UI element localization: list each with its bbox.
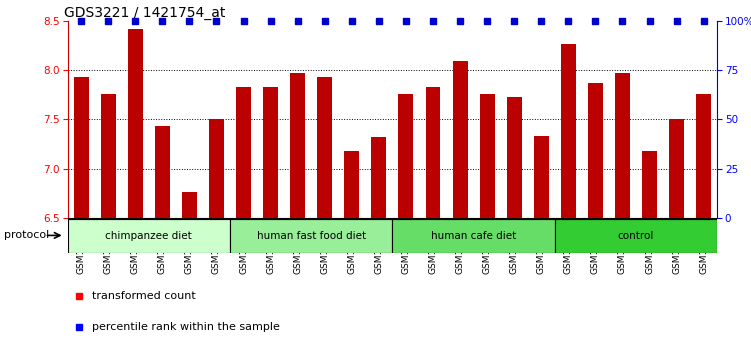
Bar bbox=[480, 94, 495, 218]
Bar bbox=[128, 29, 143, 218]
Bar bbox=[453, 61, 468, 218]
Bar bbox=[615, 73, 630, 218]
Bar bbox=[236, 87, 251, 218]
Bar bbox=[588, 83, 603, 218]
Bar bbox=[642, 151, 657, 218]
Bar bbox=[209, 120, 224, 218]
Bar bbox=[68, 219, 230, 253]
Bar bbox=[345, 151, 359, 218]
Bar bbox=[317, 77, 332, 218]
Text: human cafe diet: human cafe diet bbox=[431, 231, 516, 241]
Bar bbox=[74, 77, 89, 218]
Bar bbox=[399, 94, 413, 218]
Bar bbox=[507, 97, 522, 218]
Bar bbox=[230, 219, 392, 253]
Text: control: control bbox=[618, 231, 654, 241]
Text: human fast food diet: human fast food diet bbox=[257, 231, 366, 241]
Bar bbox=[101, 94, 116, 218]
Bar bbox=[182, 192, 197, 218]
Bar bbox=[290, 73, 305, 218]
Bar bbox=[561, 44, 576, 218]
Bar bbox=[392, 219, 555, 253]
Text: percentile rank within the sample: percentile rank within the sample bbox=[92, 322, 280, 332]
Bar bbox=[426, 87, 440, 218]
Bar bbox=[696, 94, 711, 218]
Bar bbox=[263, 87, 278, 218]
Text: protocol: protocol bbox=[4, 230, 49, 240]
Bar bbox=[669, 120, 684, 218]
Bar bbox=[372, 137, 386, 218]
Bar bbox=[555, 219, 717, 253]
Text: GDS3221 / 1421754_at: GDS3221 / 1421754_at bbox=[65, 6, 226, 20]
Text: chimpanzee diet: chimpanzee diet bbox=[105, 231, 192, 241]
Bar bbox=[155, 126, 170, 218]
Bar bbox=[534, 136, 549, 218]
Text: transformed count: transformed count bbox=[92, 291, 196, 301]
